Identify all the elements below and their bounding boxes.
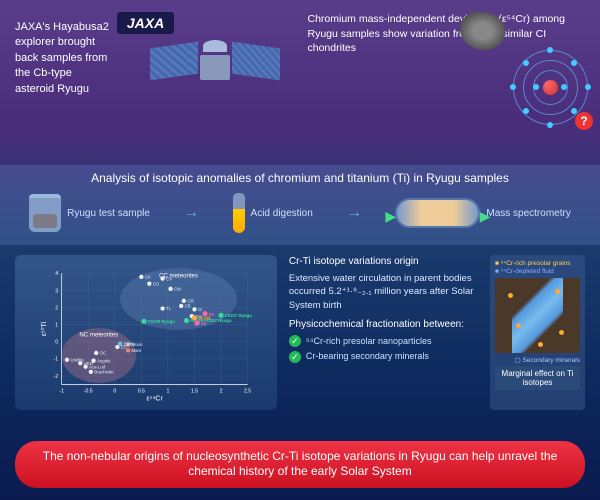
svg-text:-2: -2 (54, 374, 59, 380)
check-item-1: ✓ ⁵⁴Cr-rich presolar nanoparticles (289, 335, 478, 348)
legend-fluid: ■ ⁵⁴Cr-depleted fluid (495, 268, 580, 275)
top-right-block: Chromium mass-independent deviations (ε⁵… (308, 12, 586, 153)
svg-text:CR: CR (187, 299, 193, 304)
legend1-text: ⁵⁴Cr-rich presolar grains (501, 260, 571, 267)
origin-title: Cr-Ti isotope variations origin (289, 255, 478, 269)
svg-text:Ureilite: Ureilite (70, 358, 84, 363)
check2-label: Cr-bearing secondary minerals (306, 350, 429, 363)
chart-svg: CC meteorites NC meteorites -1 -0.5 0 0.5 1 1.5… (23, 263, 269, 402)
sec-text: Secondary minerals (523, 357, 580, 364)
spectrometer-icon: ▶ ▶ (395, 198, 480, 228)
svg-text:Aa: Aa (209, 311, 215, 316)
svg-text:CM: CM (174, 287, 181, 292)
svg-text:0: 0 (55, 340, 58, 346)
process-title: Analysis of isotopic anomalies of chromi… (15, 171, 585, 185)
origin-text: Extensive water circulation in parent bo… (289, 272, 478, 312)
infographic-container: JAXA's Hayabusa2 explorer brought back s… (0, 0, 600, 500)
arrow-icon: → (346, 204, 362, 222)
txt-l3: back samples from (15, 52, 107, 64)
svg-text:CI: CI (198, 307, 202, 312)
svg-text:1: 1 (55, 322, 58, 328)
svg-text:Moon: Moon (132, 342, 143, 347)
svg-text:TL: TL (166, 306, 172, 311)
svg-text:2.5: 2.5 (244, 388, 251, 394)
spacecraft-icon (145, 25, 285, 115)
mineral-image (495, 278, 580, 353)
svg-text:2: 2 (220, 388, 223, 394)
check-item-2: ✓ Cr-bearing secondary minerals (289, 350, 478, 363)
process-step-2: Acid digestion (233, 193, 313, 233)
step1-label: Ryugu test sample (67, 208, 150, 219)
frac-title: Physicochemical fractionation between: (289, 318, 478, 332)
info-area: Cr-Ti isotope variations origin Extensiv… (289, 255, 478, 410)
process-step-3: ▶ ▶ Mass spectrometry (395, 198, 570, 228)
svg-text:C0108 Ryugu: C0108 Ryugu (147, 319, 175, 324)
check-icon: ✓ (289, 335, 301, 347)
jar-icon (29, 194, 61, 232)
mineral-panel: ■ ⁵⁴Cr-rich presolar grains ■ ⁵⁴Cr-deple… (490, 255, 585, 410)
fractionation-box: Physicochemical fractionation between: ✓… (289, 318, 478, 363)
check1-label: ⁵⁴Cr-rich presolar nanoparticles (306, 335, 432, 348)
txt-l4: the Cb-type (15, 67, 72, 79)
svg-text:Ab: Ab (201, 321, 207, 326)
svg-text:OC: OC (100, 351, 107, 356)
arrow-icon: → (183, 204, 199, 222)
svg-text:3: 3 (55, 288, 58, 294)
svg-text:CB: CB (185, 304, 191, 309)
svg-text:ε⁵⁰Ti: ε⁵⁰Ti (40, 321, 48, 336)
svg-text:-0.5: -0.5 (84, 388, 93, 394)
svg-text:Aca-Lod: Aca-Lod (89, 364, 106, 369)
question-mark-icon: ? (575, 112, 593, 130)
marginal-box: Marginal effect on Ti isotopes (495, 366, 580, 390)
legend-grains: ■ ⁵⁴Cr-rich presolar grains (495, 260, 580, 268)
process-step-1: Ryugu test sample (29, 194, 150, 232)
legend2-text: ⁵⁴Cr-depleted fluid (501, 268, 554, 275)
top-left-block: JAXA's Hayabusa2 explorer brought back s… (15, 12, 293, 153)
hayabusa-text: JAXA's Hayabusa2 explorer brought back s… (15, 20, 109, 97)
svg-text:CV: CV (166, 276, 172, 281)
svg-text:NC meteorites: NC meteorites (79, 331, 118, 338)
tube-icon (233, 193, 245, 233)
process-row: Ryugu test sample → Acid digestion → ▶ ▶… (15, 193, 585, 233)
process-band: Analysis of isotopic anomalies of chromi… (0, 165, 600, 245)
atom-diagram: ? (513, 50, 588, 125)
svg-text:C0107 Ryugu: C0107 Ryugu (224, 313, 252, 318)
svg-text:A0106: A0106 (198, 316, 211, 321)
svg-text:CO: CO (153, 281, 160, 286)
svg-text:Brachinite: Brachinite (94, 370, 114, 375)
svg-text:CK: CK (145, 275, 151, 280)
origin-box: Cr-Ti isotope variations origin Extensiv… (289, 255, 478, 312)
conclusion-banner: The non-nebular origins of nucleosynthet… (15, 441, 585, 488)
check-icon: ✓ (289, 351, 301, 363)
svg-text:EC: EC (121, 345, 127, 350)
svg-text:0: 0 (113, 388, 116, 394)
svg-text:1.5: 1.5 (191, 388, 198, 394)
svg-text:Angrite: Angrite (97, 358, 111, 363)
asteroid-icon (460, 12, 505, 50)
secondary-label: ▢ Secondary minerals (495, 356, 580, 364)
svg-text:Mars: Mars (132, 348, 142, 353)
step2-label: Acid digestion (251, 208, 313, 219)
svg-text:CC meteorites: CC meteorites (159, 273, 198, 280)
svg-text:4: 4 (55, 271, 58, 277)
svg-text:-1: -1 (59, 388, 64, 394)
top-section: JAXA's Hayabusa2 explorer brought back s… (0, 0, 600, 165)
isotope-chart: CC meteorites NC meteorites -1 -0.5 0 0.5 1 1.5… (15, 255, 277, 410)
svg-text:0.5: 0.5 (138, 388, 145, 394)
txt-l1: JAXA's Hayabusa2 (15, 21, 109, 33)
lower-section: CC meteorites NC meteorites -1 -0.5 0 0.5 1 1.5… (0, 245, 600, 420)
svg-text:2: 2 (55, 305, 58, 311)
txt-l2: explorer brought (15, 36, 95, 48)
step3-label: Mass spectrometry (486, 208, 570, 219)
svg-text:1: 1 (166, 388, 169, 394)
svg-text:ε⁵⁴Cr: ε⁵⁴Cr (146, 395, 163, 402)
txt-l5: asteroid Ryugu (15, 83, 89, 95)
svg-text:-1: -1 (54, 357, 59, 363)
